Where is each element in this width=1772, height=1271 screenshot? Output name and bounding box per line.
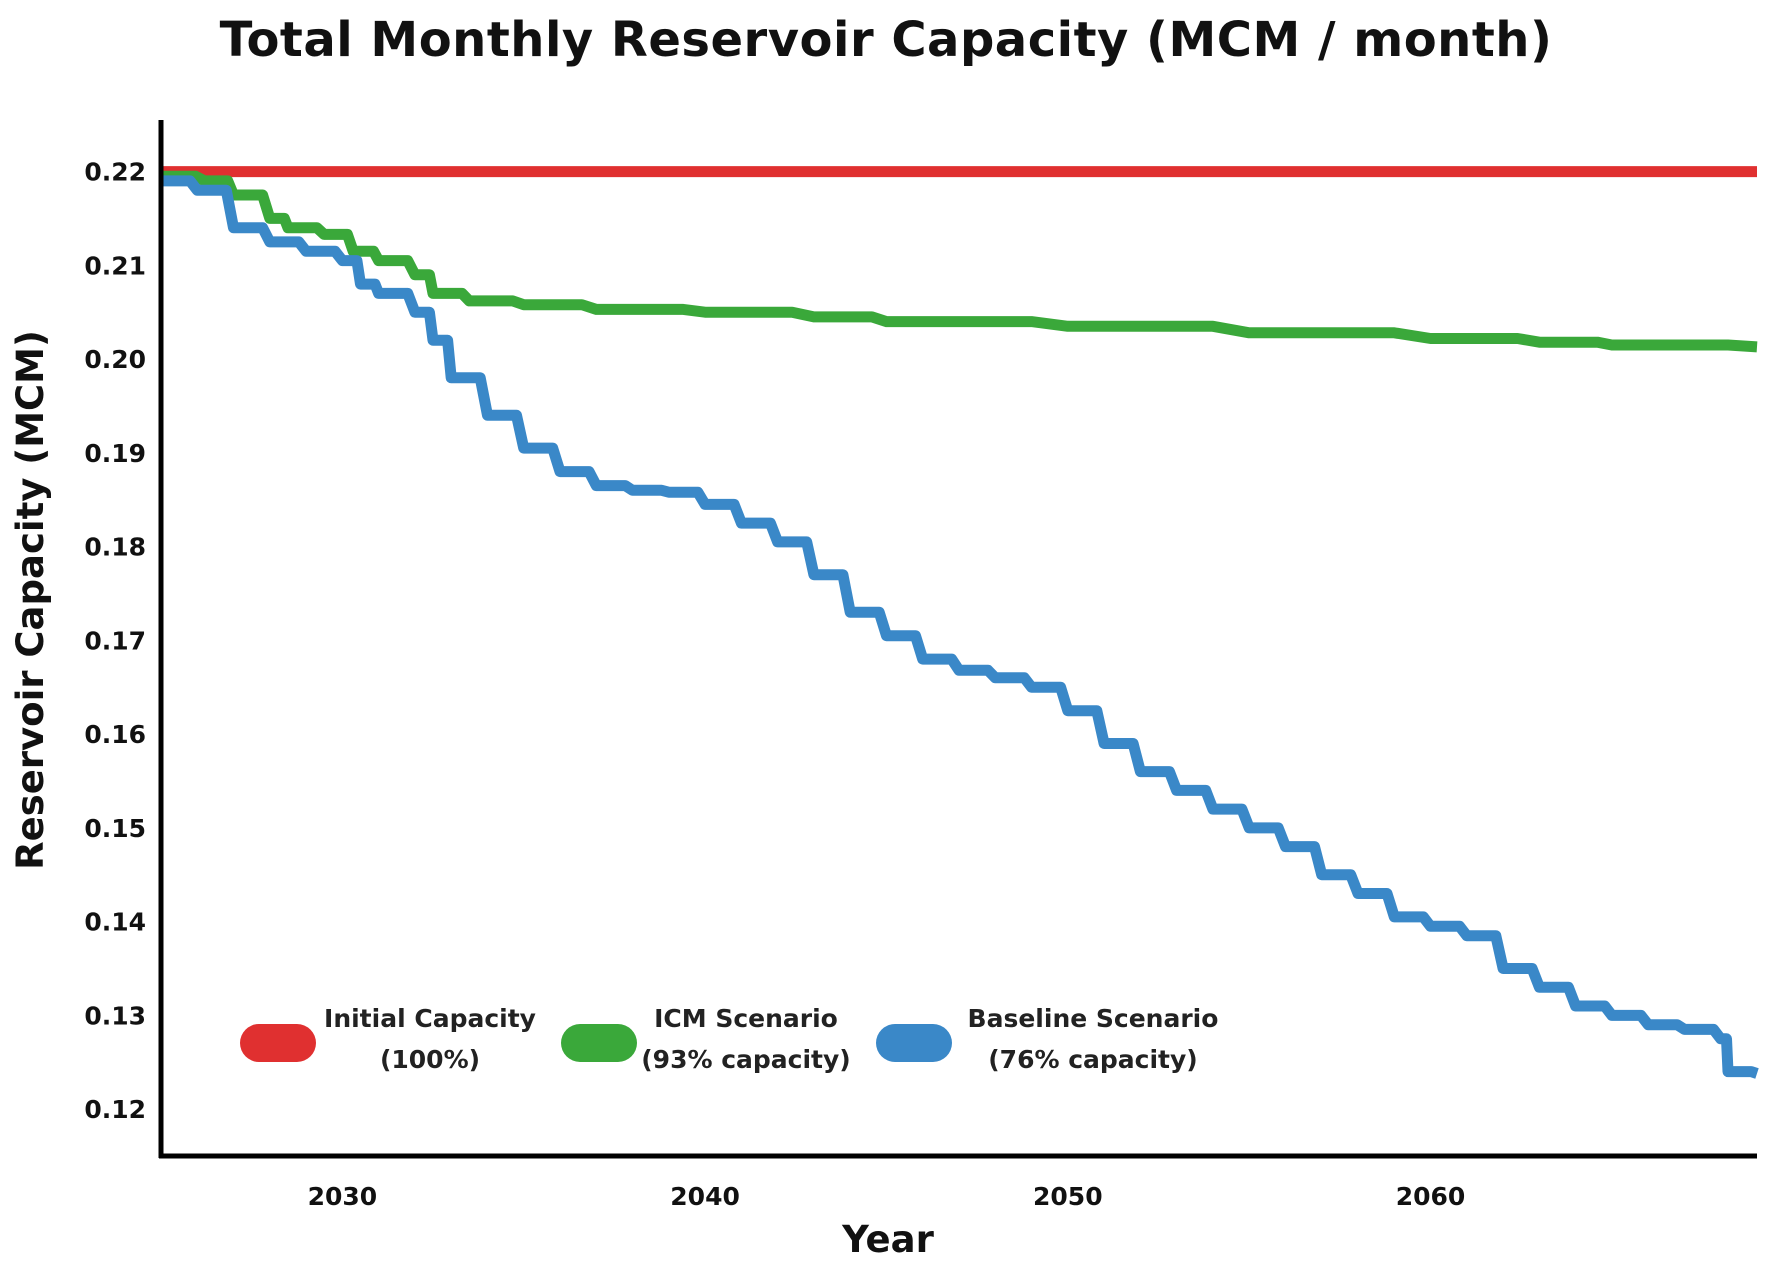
series-layer bbox=[161, 166, 1759, 1079]
x-tick-label: 2050 bbox=[1033, 1182, 1103, 1211]
y-tick-label: 0.14 bbox=[84, 908, 146, 937]
y-tick-label: 0.15 bbox=[84, 814, 146, 843]
y-tick-label: 0.13 bbox=[84, 1001, 146, 1030]
legend-label: (93% capacity) bbox=[641, 1045, 851, 1074]
legend-label: Initial Capacity bbox=[324, 1004, 536, 1033]
y-tick-label: 0.19 bbox=[84, 439, 146, 468]
legend-label: Baseline Scenario bbox=[968, 1004, 1219, 1033]
legend-swatch-baseline-scenario bbox=[876, 1024, 952, 1062]
x-axis-title: Year bbox=[841, 1218, 934, 1261]
y-tick-label: 0.18 bbox=[84, 533, 146, 562]
axes-layer bbox=[158, 120, 1757, 1159]
x-tick-label: 2040 bbox=[670, 1182, 740, 1211]
y-tick-label: 0.22 bbox=[84, 158, 146, 187]
y-tick-label: 0.17 bbox=[84, 626, 146, 655]
y-tick-label: 0.12 bbox=[84, 1095, 146, 1124]
x-tick-label: 2030 bbox=[308, 1182, 378, 1211]
legend-label: (100%) bbox=[380, 1045, 480, 1074]
y-tick-label: 0.21 bbox=[84, 251, 146, 280]
chart-title: Total Monthly Reservoir Capacity (MCM / … bbox=[219, 12, 1553, 68]
series-line-icm-scenario bbox=[161, 170, 1758, 353]
legend-swatch-icm-scenario bbox=[561, 1024, 637, 1062]
legend-label: (76% capacity) bbox=[988, 1045, 1198, 1074]
y-tick-label: 0.16 bbox=[84, 720, 146, 749]
y-axis-title: Reservoir Capacity (MCM) bbox=[9, 330, 52, 870]
y-tick-label: 0.20 bbox=[84, 345, 146, 374]
series-line-baseline-scenario bbox=[161, 175, 1759, 1079]
ticks-layer: 0.12 0.13 0.14 0.15 0.16 0.17 0.18 0.19 0.20 0.21… bbox=[84, 158, 1465, 1211]
legend-label: ICM Scenario bbox=[654, 1004, 838, 1033]
legend: Initial Capacity (100%) ICM Scenario (93% c… bbox=[240, 1004, 1218, 1074]
x-tick-label: 2060 bbox=[1396, 1182, 1466, 1211]
legend-swatch-initial-capacity bbox=[240, 1024, 316, 1062]
